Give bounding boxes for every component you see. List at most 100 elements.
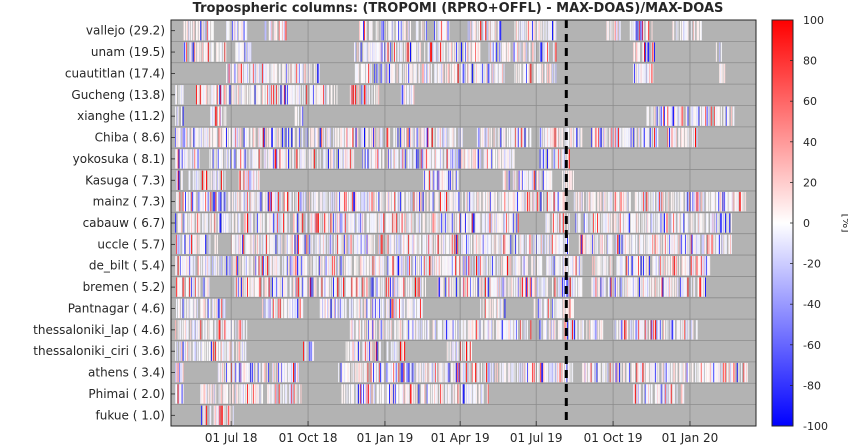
- heatmap-cell: [389, 149, 391, 169]
- heatmap-cell: [308, 234, 310, 255]
- heatmap-cell: [369, 298, 371, 319]
- heatmap-cell: [621, 256, 623, 276]
- heatmap-cell: [242, 21, 244, 41]
- heatmap-cell: [245, 42, 247, 62]
- heatmap-cell: [191, 191, 193, 212]
- heatmap-cell: [377, 149, 379, 169]
- heatmap-cell: [445, 149, 447, 169]
- heatmap-cell: [513, 191, 515, 212]
- heatmap-cell: [254, 127, 256, 148]
- heatmap-cell: [427, 170, 429, 190]
- heatmap-cell: [491, 127, 493, 148]
- heatmap-cell: [247, 85, 249, 105]
- heatmap-cell: [440, 21, 442, 41]
- heatmap-cell: [426, 256, 428, 276]
- heatmap-cell: [431, 234, 433, 255]
- heatmap-cell: [406, 85, 408, 105]
- heatmap-cell: [491, 256, 493, 276]
- heatmap-cell: [234, 21, 236, 41]
- heatmap-cell: [546, 213, 548, 233]
- heatmap-cell: [506, 256, 508, 276]
- heatmap-cell: [438, 149, 440, 169]
- heatmap-cell: [607, 213, 609, 233]
- heatmap-cell: [317, 191, 319, 212]
- heatmap-cell: [389, 21, 391, 41]
- heatmap-cell: [367, 63, 369, 84]
- heatmap-cell: [463, 320, 465, 340]
- heatmap-cell: [304, 149, 306, 169]
- heatmap-cell: [215, 320, 217, 340]
- heatmap-cell: [267, 85, 269, 105]
- heatmap-cell: [530, 320, 532, 340]
- heatmap-cell: [321, 191, 323, 212]
- heatmap-cell: [599, 127, 601, 148]
- heatmap-cell: [323, 256, 325, 276]
- heatmap-cell: [383, 63, 385, 84]
- heatmap-cell: [442, 277, 444, 297]
- heatmap-cell: [676, 106, 678, 126]
- heatmap-cell: [681, 106, 683, 126]
- heatmap-cell: [363, 341, 365, 361]
- heatmap-cell: [292, 298, 294, 319]
- heatmap-cell: [440, 149, 442, 169]
- heatmap-cell: [410, 298, 412, 319]
- heatmap-cell: [622, 320, 624, 340]
- heatmap-cell: [615, 127, 617, 148]
- heatmap-cell: [182, 298, 184, 319]
- heatmap-cell: [639, 191, 641, 212]
- heatmap-cell: [334, 298, 336, 319]
- heatmap-cell: [703, 234, 705, 255]
- heatmap-cell: [692, 127, 694, 148]
- heatmap-cell: [530, 191, 532, 212]
- heatmap-cell: [538, 170, 540, 190]
- heatmap-cell: [318, 213, 320, 233]
- heatmap-cell: [234, 234, 236, 255]
- heatmap-cell: [364, 85, 366, 105]
- heatmap-cell: [176, 362, 178, 383]
- heatmap-cell: [511, 127, 513, 148]
- heatmap-cell: [632, 256, 634, 276]
- heatmap-cell: [555, 42, 557, 62]
- heatmap-cell: [527, 21, 529, 41]
- heatmap-cell: [246, 191, 248, 212]
- heatmap-cell: [281, 234, 283, 255]
- heatmap-cell: [650, 127, 652, 148]
- heatmap-cell: [396, 277, 398, 297]
- heatmap-cell: [456, 191, 458, 212]
- heatmap-cell: [561, 277, 563, 297]
- heatmap-cell: [377, 277, 379, 297]
- heatmap-cell: [491, 298, 493, 319]
- heatmap-cell: [327, 234, 329, 255]
- heatmap-cell: [299, 63, 301, 84]
- heatmap-cell: [627, 277, 629, 297]
- heatmap-cell: [640, 256, 642, 276]
- heatmap-cell: [295, 63, 297, 84]
- heatmap-cell: [219, 362, 221, 383]
- heatmap-cell: [370, 63, 372, 84]
- heatmap-cell: [619, 213, 621, 233]
- heatmap-cell: [181, 362, 182, 383]
- heatmap-cell: [558, 191, 560, 212]
- heatmap-cell: [526, 256, 528, 276]
- heatmap-cell: [467, 213, 469, 233]
- heatmap-cell: [651, 213, 653, 233]
- heatmap-cell: [486, 234, 488, 255]
- heatmap-cell: [269, 21, 271, 41]
- heatmap-cell: [445, 320, 447, 340]
- heatmap-cell: [394, 127, 396, 148]
- heatmap-cell: [470, 63, 472, 84]
- heatmap-cell: [201, 191, 203, 212]
- heatmap-cell: [288, 213, 290, 233]
- heatmap-cell: [429, 149, 431, 169]
- heatmap-cell: [366, 341, 368, 361]
- heatmap-cell: [644, 320, 646, 340]
- heatmap-cell: [354, 277, 356, 297]
- heatmap-cell: [718, 234, 720, 255]
- heatmap-cell: [594, 234, 596, 255]
- heatmap-cell: [430, 63, 432, 84]
- heatmap-cell: [424, 127, 426, 148]
- heatmap-cell: [482, 63, 484, 84]
- heatmap-cell: [358, 213, 360, 233]
- heatmap-cell: [572, 256, 574, 276]
- heatmap-cell: [181, 106, 182, 126]
